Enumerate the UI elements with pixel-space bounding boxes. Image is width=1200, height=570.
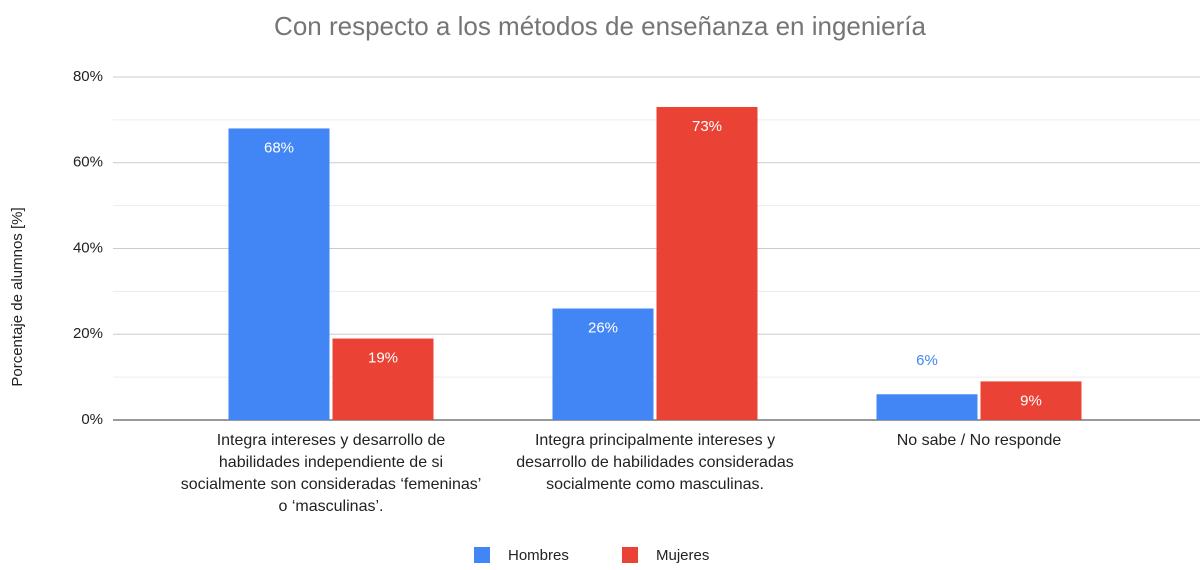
y-axis-label: Porcentaje de alumnos [%]: [9, 207, 26, 386]
value-label: 19%: [368, 350, 398, 367]
chart-title: Con respecto a los métodos de enseñanza …: [274, 11, 926, 41]
bar: [552, 308, 654, 420]
x-tick-label: Integra intereses y desarrollo de habili…: [180, 432, 482, 515]
bar: [332, 338, 434, 420]
value-label: 6%: [916, 352, 938, 369]
legend-swatch: [474, 547, 490, 563]
legend-swatch: [622, 547, 638, 563]
bar: [656, 107, 758, 420]
value-label: 68%: [264, 139, 294, 156]
bar: [228, 128, 330, 420]
y-tick-label: 20%: [73, 325, 103, 342]
y-tick-label: 40%: [73, 239, 103, 256]
value-label: 73%: [692, 118, 722, 135]
x-tick-label: Integra principalmente intereses y desar…: [516, 432, 794, 493]
y-tick-label: 80%: [73, 68, 103, 85]
bar: [980, 381, 1082, 420]
legend-label: Hombres: [508, 547, 569, 564]
bar: [876, 394, 978, 420]
value-label: 26%: [588, 319, 618, 336]
y-tick-label: 0%: [81, 411, 103, 428]
legend-label: Mujeres: [656, 547, 709, 564]
x-tick-label: No sabe / No responde: [896, 432, 1062, 449]
y-tick-label: 60%: [73, 154, 103, 171]
value-label: 9%: [1020, 392, 1042, 409]
